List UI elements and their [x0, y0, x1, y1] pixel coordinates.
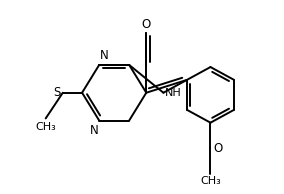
Text: N: N: [100, 49, 109, 62]
Text: NH: NH: [164, 88, 181, 98]
Text: CH₃: CH₃: [200, 176, 221, 186]
Text: CH₃: CH₃: [35, 122, 56, 132]
Text: N: N: [89, 124, 98, 137]
Text: O: O: [142, 18, 151, 31]
Text: S: S: [54, 86, 61, 99]
Text: O: O: [213, 142, 222, 155]
